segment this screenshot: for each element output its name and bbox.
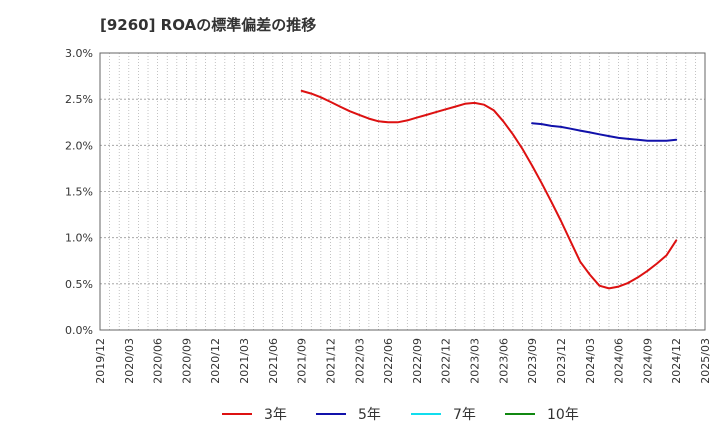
x-tick-label: 2019/12 — [94, 338, 107, 384]
x-axis: 2019/12 2020/03 2020/06 2020/09 2020/12 2021/… — [94, 338, 712, 384]
chart-title: [9260] ROAの標準偏差の推移 — [100, 16, 316, 34]
y-tick-label: 0.0% — [65, 324, 93, 337]
legend-label-2: 7年 — [453, 407, 476, 423]
y-tick-label: 1.5% — [65, 186, 93, 199]
x-tick-label: 2023/12 — [555, 338, 568, 384]
x-tick-label: 2021/06 — [267, 338, 280, 384]
grid — [100, 53, 705, 330]
series-lines — [300, 89, 678, 290]
x-tick-label: 2020/09 — [180, 338, 193, 384]
legend-label-0: 3年 — [264, 407, 287, 423]
y-tick-label: 0.5% — [65, 278, 93, 291]
x-tick-label: 2022/03 — [353, 338, 366, 384]
x-tick-label: 2024/12 — [670, 338, 683, 384]
x-tick-label: 2022/06 — [382, 338, 395, 384]
x-tick-label: 2023/09 — [526, 338, 539, 384]
x-tick-label: 2024/03 — [584, 338, 597, 384]
series-line-1 — [531, 122, 678, 142]
x-tick-label: 2022/12 — [440, 338, 453, 384]
y-axis: 0.0% 0.5% 1.0% 1.5% 2.0% 2.5% 3.0% — [65, 47, 93, 337]
x-tick-label: 2020/12 — [209, 338, 222, 384]
x-tick-label: 2021/09 — [296, 338, 309, 384]
series-line-0 — [300, 89, 678, 290]
x-tick-label: 2020/03 — [123, 338, 136, 384]
legend-label-1: 5年 — [358, 407, 381, 423]
x-tick-label: 2022/09 — [411, 338, 424, 384]
y-tick-label: 1.0% — [65, 232, 93, 245]
x-tick-label: 2024/09 — [641, 338, 654, 384]
x-tick-label: 2020/06 — [152, 338, 165, 384]
x-tick-label: 2023/03 — [469, 338, 482, 384]
x-tick-label: 2021/03 — [238, 338, 251, 384]
x-tick-label: 2025/03 — [699, 338, 712, 384]
x-tick-label: 2021/12 — [324, 338, 337, 384]
x-tick-label: 2023/06 — [497, 338, 510, 384]
legend-label-3: 10年 — [547, 407, 579, 423]
y-tick-label: 2.0% — [65, 139, 93, 152]
y-tick-label: 2.5% — [65, 93, 93, 106]
legend[interactable]: 3年 5年 7年 10年 — [222, 407, 579, 423]
x-tick-label: 2024/06 — [613, 338, 626, 384]
plot-area — [99, 52, 706, 331]
y-tick-label: 3.0% — [65, 47, 93, 60]
